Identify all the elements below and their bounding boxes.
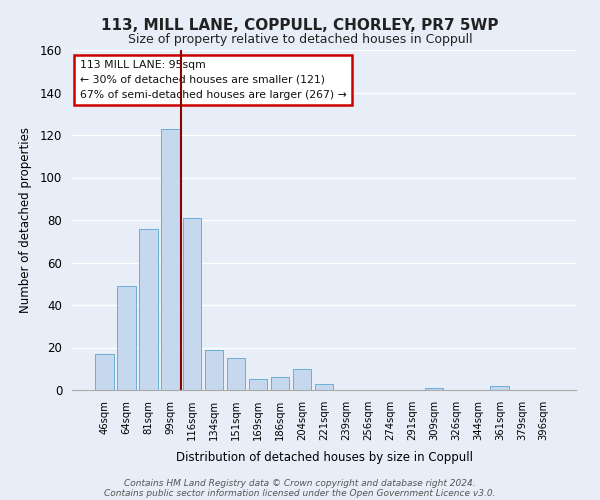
X-axis label: Distribution of detached houses by size in Coppull: Distribution of detached houses by size …: [176, 451, 473, 464]
Bar: [205, 350, 223, 390]
Text: Contains HM Land Registry data © Crown copyright and database right 2024.: Contains HM Land Registry data © Crown c…: [124, 478, 476, 488]
Bar: [95, 354, 113, 390]
Bar: [117, 286, 136, 390]
Bar: [249, 380, 268, 390]
Bar: [183, 218, 202, 390]
Text: 113 MILL LANE: 95sqm
← 30% of detached houses are smaller (121)
67% of semi-deta: 113 MILL LANE: 95sqm ← 30% of detached h…: [80, 60, 346, 100]
Bar: [161, 128, 179, 390]
Y-axis label: Number of detached properties: Number of detached properties: [19, 127, 32, 313]
Bar: [314, 384, 334, 390]
Bar: [227, 358, 245, 390]
Text: Size of property relative to detached houses in Coppull: Size of property relative to detached ho…: [128, 32, 472, 46]
Bar: [425, 388, 443, 390]
Bar: [490, 386, 509, 390]
Bar: [139, 228, 158, 390]
Text: Contains public sector information licensed under the Open Government Licence v3: Contains public sector information licen…: [104, 488, 496, 498]
Bar: [293, 369, 311, 390]
Bar: [271, 377, 289, 390]
Text: 113, MILL LANE, COPPULL, CHORLEY, PR7 5WP: 113, MILL LANE, COPPULL, CHORLEY, PR7 5W…: [101, 18, 499, 32]
